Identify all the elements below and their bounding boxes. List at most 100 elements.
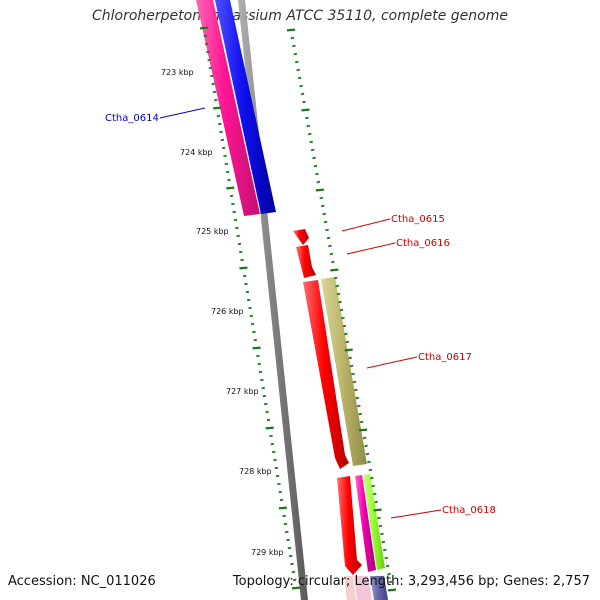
minor-tick — [221, 146, 226, 150]
minor-tick — [351, 372, 355, 376]
minor-tick — [377, 516, 381, 520]
minor-tick — [335, 284, 339, 288]
minor-tick — [225, 170, 230, 174]
minor-tick — [279, 498, 284, 502]
minor-tick — [368, 468, 373, 472]
minor-tick — [270, 442, 275, 446]
minor-tick — [380, 532, 384, 536]
minor-tick — [349, 364, 354, 368]
minor-tick — [354, 388, 358, 392]
minor-tick — [293, 52, 298, 56]
minor-tick — [312, 156, 316, 160]
minor-tick — [216, 114, 221, 118]
minor-tick — [257, 362, 262, 366]
minor-tick — [315, 172, 319, 176]
minor-tick — [352, 380, 357, 384]
minor-tick — [323, 220, 328, 224]
minor-tick — [273, 458, 277, 462]
minor-tick — [336, 292, 341, 296]
minor-tick — [342, 324, 347, 328]
slate-block — [370, 576, 388, 600]
minor-tick — [238, 250, 243, 254]
minor-tick — [217, 122, 222, 126]
minor-tick — [381, 540, 386, 544]
major-tick — [252, 346, 261, 350]
red-arrow-long — [303, 280, 349, 469]
minor-tick — [266, 418, 271, 422]
khaki-block — [321, 277, 367, 466]
minor-tick — [212, 90, 217, 94]
minor-tick — [328, 244, 332, 248]
minor-tick — [348, 356, 352, 360]
minor-tick — [246, 298, 251, 302]
minor-tick — [362, 436, 367, 440]
minor-tick — [287, 546, 292, 550]
minor-tick — [224, 162, 229, 166]
gene-label-leader-line — [159, 107, 206, 119]
minor-tick — [258, 370, 263, 374]
minor-tick — [269, 434, 273, 438]
minor-tick — [235, 226, 239, 230]
minor-tick — [369, 476, 374, 480]
minor-tick — [278, 490, 283, 494]
minor-tick — [260, 378, 264, 382]
minor-tick — [271, 450, 276, 454]
pink-block-left — [196, 0, 260, 216]
minor-tick — [384, 556, 389, 560]
gene-label-leader-line — [366, 356, 418, 369]
tick-label: 724 kbp — [180, 148, 213, 157]
minor-tick — [253, 338, 258, 342]
minor-tick — [313, 164, 318, 168]
gene-label[interactable]: Ctha_0616 — [396, 238, 450, 249]
minor-tick — [319, 196, 324, 200]
minor-tick — [227, 178, 231, 182]
minor-tick — [252, 330, 256, 334]
minor-tick — [283, 522, 288, 526]
minor-tick — [345, 340, 350, 344]
gene-label[interactable]: Ctha_0614 — [105, 113, 159, 124]
minor-tick — [387, 572, 391, 576]
minor-tick — [206, 50, 210, 54]
minor-tick — [220, 138, 225, 142]
gene-label[interactable]: Ctha_0615 — [391, 214, 445, 225]
minor-tick — [210, 74, 214, 78]
minor-tick — [371, 484, 376, 488]
minor-tick — [291, 570, 296, 574]
major-tick — [291, 586, 301, 590]
minor-tick — [316, 180, 321, 184]
major-tick — [301, 108, 310, 112]
gene-label[interactable]: Ctha_0618 — [442, 505, 496, 516]
minor-tick — [219, 130, 223, 134]
minor-tick — [203, 34, 208, 38]
accession-text: Accession: NC_011026 — [8, 574, 156, 589]
minor-tick — [223, 154, 227, 158]
major-tick — [387, 588, 397, 592]
major-tick — [199, 26, 209, 30]
minor-tick — [306, 124, 311, 128]
minor-tick — [261, 386, 265, 390]
tick-labels: 723 kbp 724 kbp 725 kbp 726 kbp 727 kbp 728 k… — [161, 68, 284, 557]
red-arrow-mid — [296, 245, 316, 278]
tick-label: 726 kbp — [211, 307, 244, 316]
blue-block-left — [215, 0, 276, 214]
minor-tick — [292, 578, 297, 582]
minor-tick — [208, 66, 213, 70]
minor-tick — [355, 396, 360, 400]
minor-tick — [309, 140, 314, 144]
major-tick — [239, 266, 248, 270]
minor-tick — [326, 236, 331, 240]
minor-tick — [339, 308, 344, 312]
minor-tick — [211, 82, 216, 86]
tick-label: 727 kbp — [226, 387, 259, 396]
pale-red-block — [344, 576, 356, 600]
minor-tick — [282, 514, 286, 518]
minor-tick — [341, 316, 345, 320]
minor-tick — [302, 100, 306, 104]
minor-tick — [305, 116, 309, 120]
minor-tick — [237, 242, 242, 246]
minor-tick — [240, 258, 244, 262]
minor-tick — [288, 554, 293, 558]
minor-tick — [344, 332, 348, 336]
gene-label[interactable]: Ctha_0617 — [418, 352, 472, 363]
